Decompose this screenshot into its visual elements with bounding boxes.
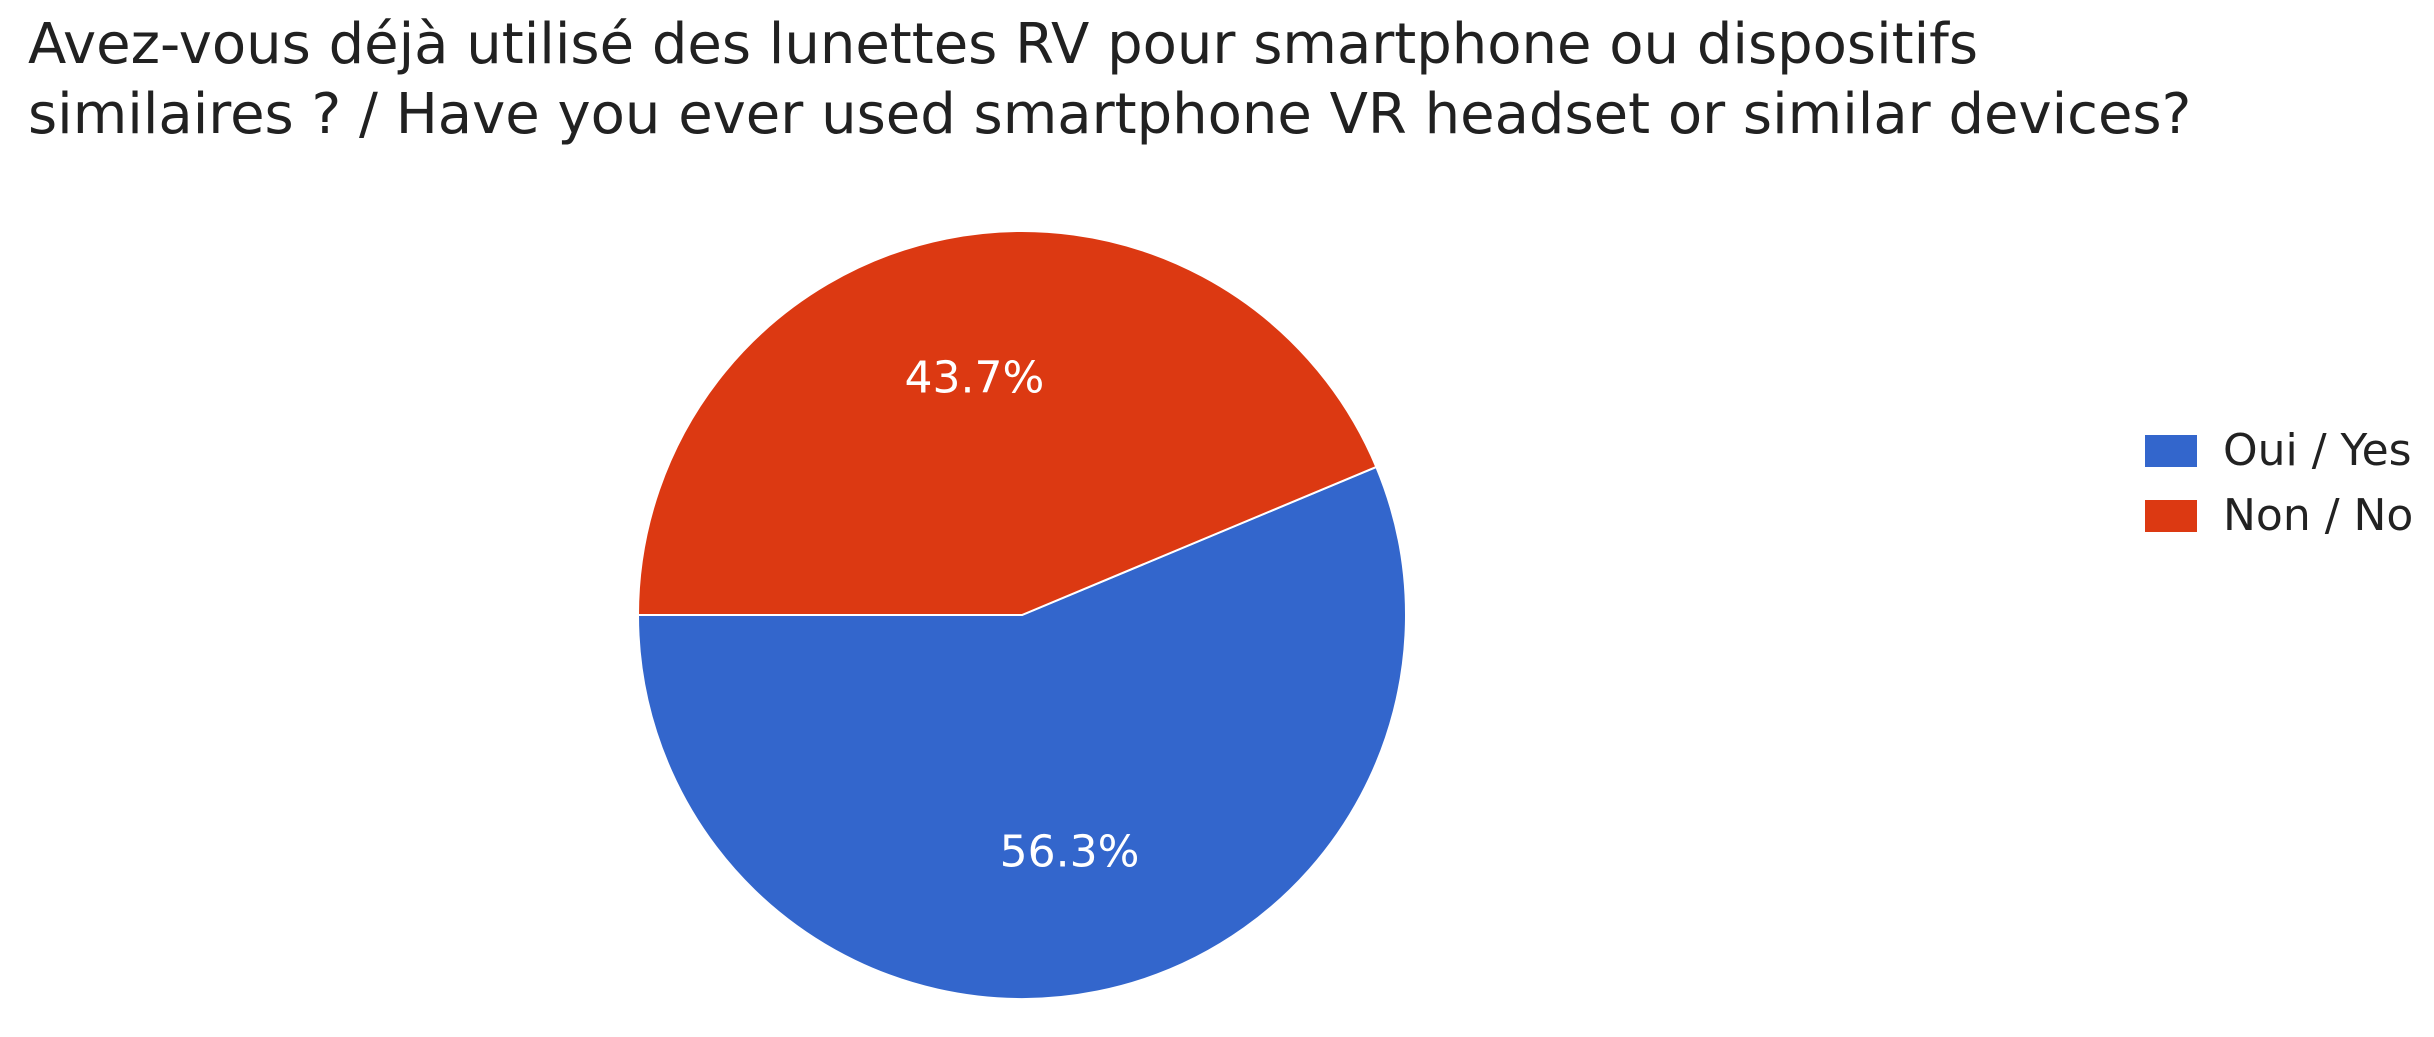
legend-item-non-no: Non / No (2145, 483, 2413, 548)
pie-slice-value-label: 43.7% (905, 352, 1045, 403)
chart-title-line-2: similaires ? / Have you ever used smartp… (28, 82, 2192, 147)
pie-slice-non-no (636, 230, 1378, 616)
legend-label-oui-yes: Oui / Yes (2223, 425, 2412, 476)
legend-label-non-no: Non / No (2223, 490, 2414, 541)
legend-item-oui-yes: Oui / Yes (2145, 418, 2413, 483)
chart-title: Avez-vous déjà utilisé des lunettes RV p… (28, 10, 2408, 150)
legend-swatch-oui-yes (2145, 434, 2197, 467)
chart-title-line-1: Avez-vous déjà utilisé des lunettes RV p… (28, 12, 1979, 77)
pie-slice-oui-yes (636, 465, 1407, 1000)
legend: Oui / Yes Non / No (2145, 418, 2413, 548)
pie-slice-value-label: 56.3% (1000, 827, 1140, 878)
legend-swatch-non-no (2145, 499, 2197, 532)
